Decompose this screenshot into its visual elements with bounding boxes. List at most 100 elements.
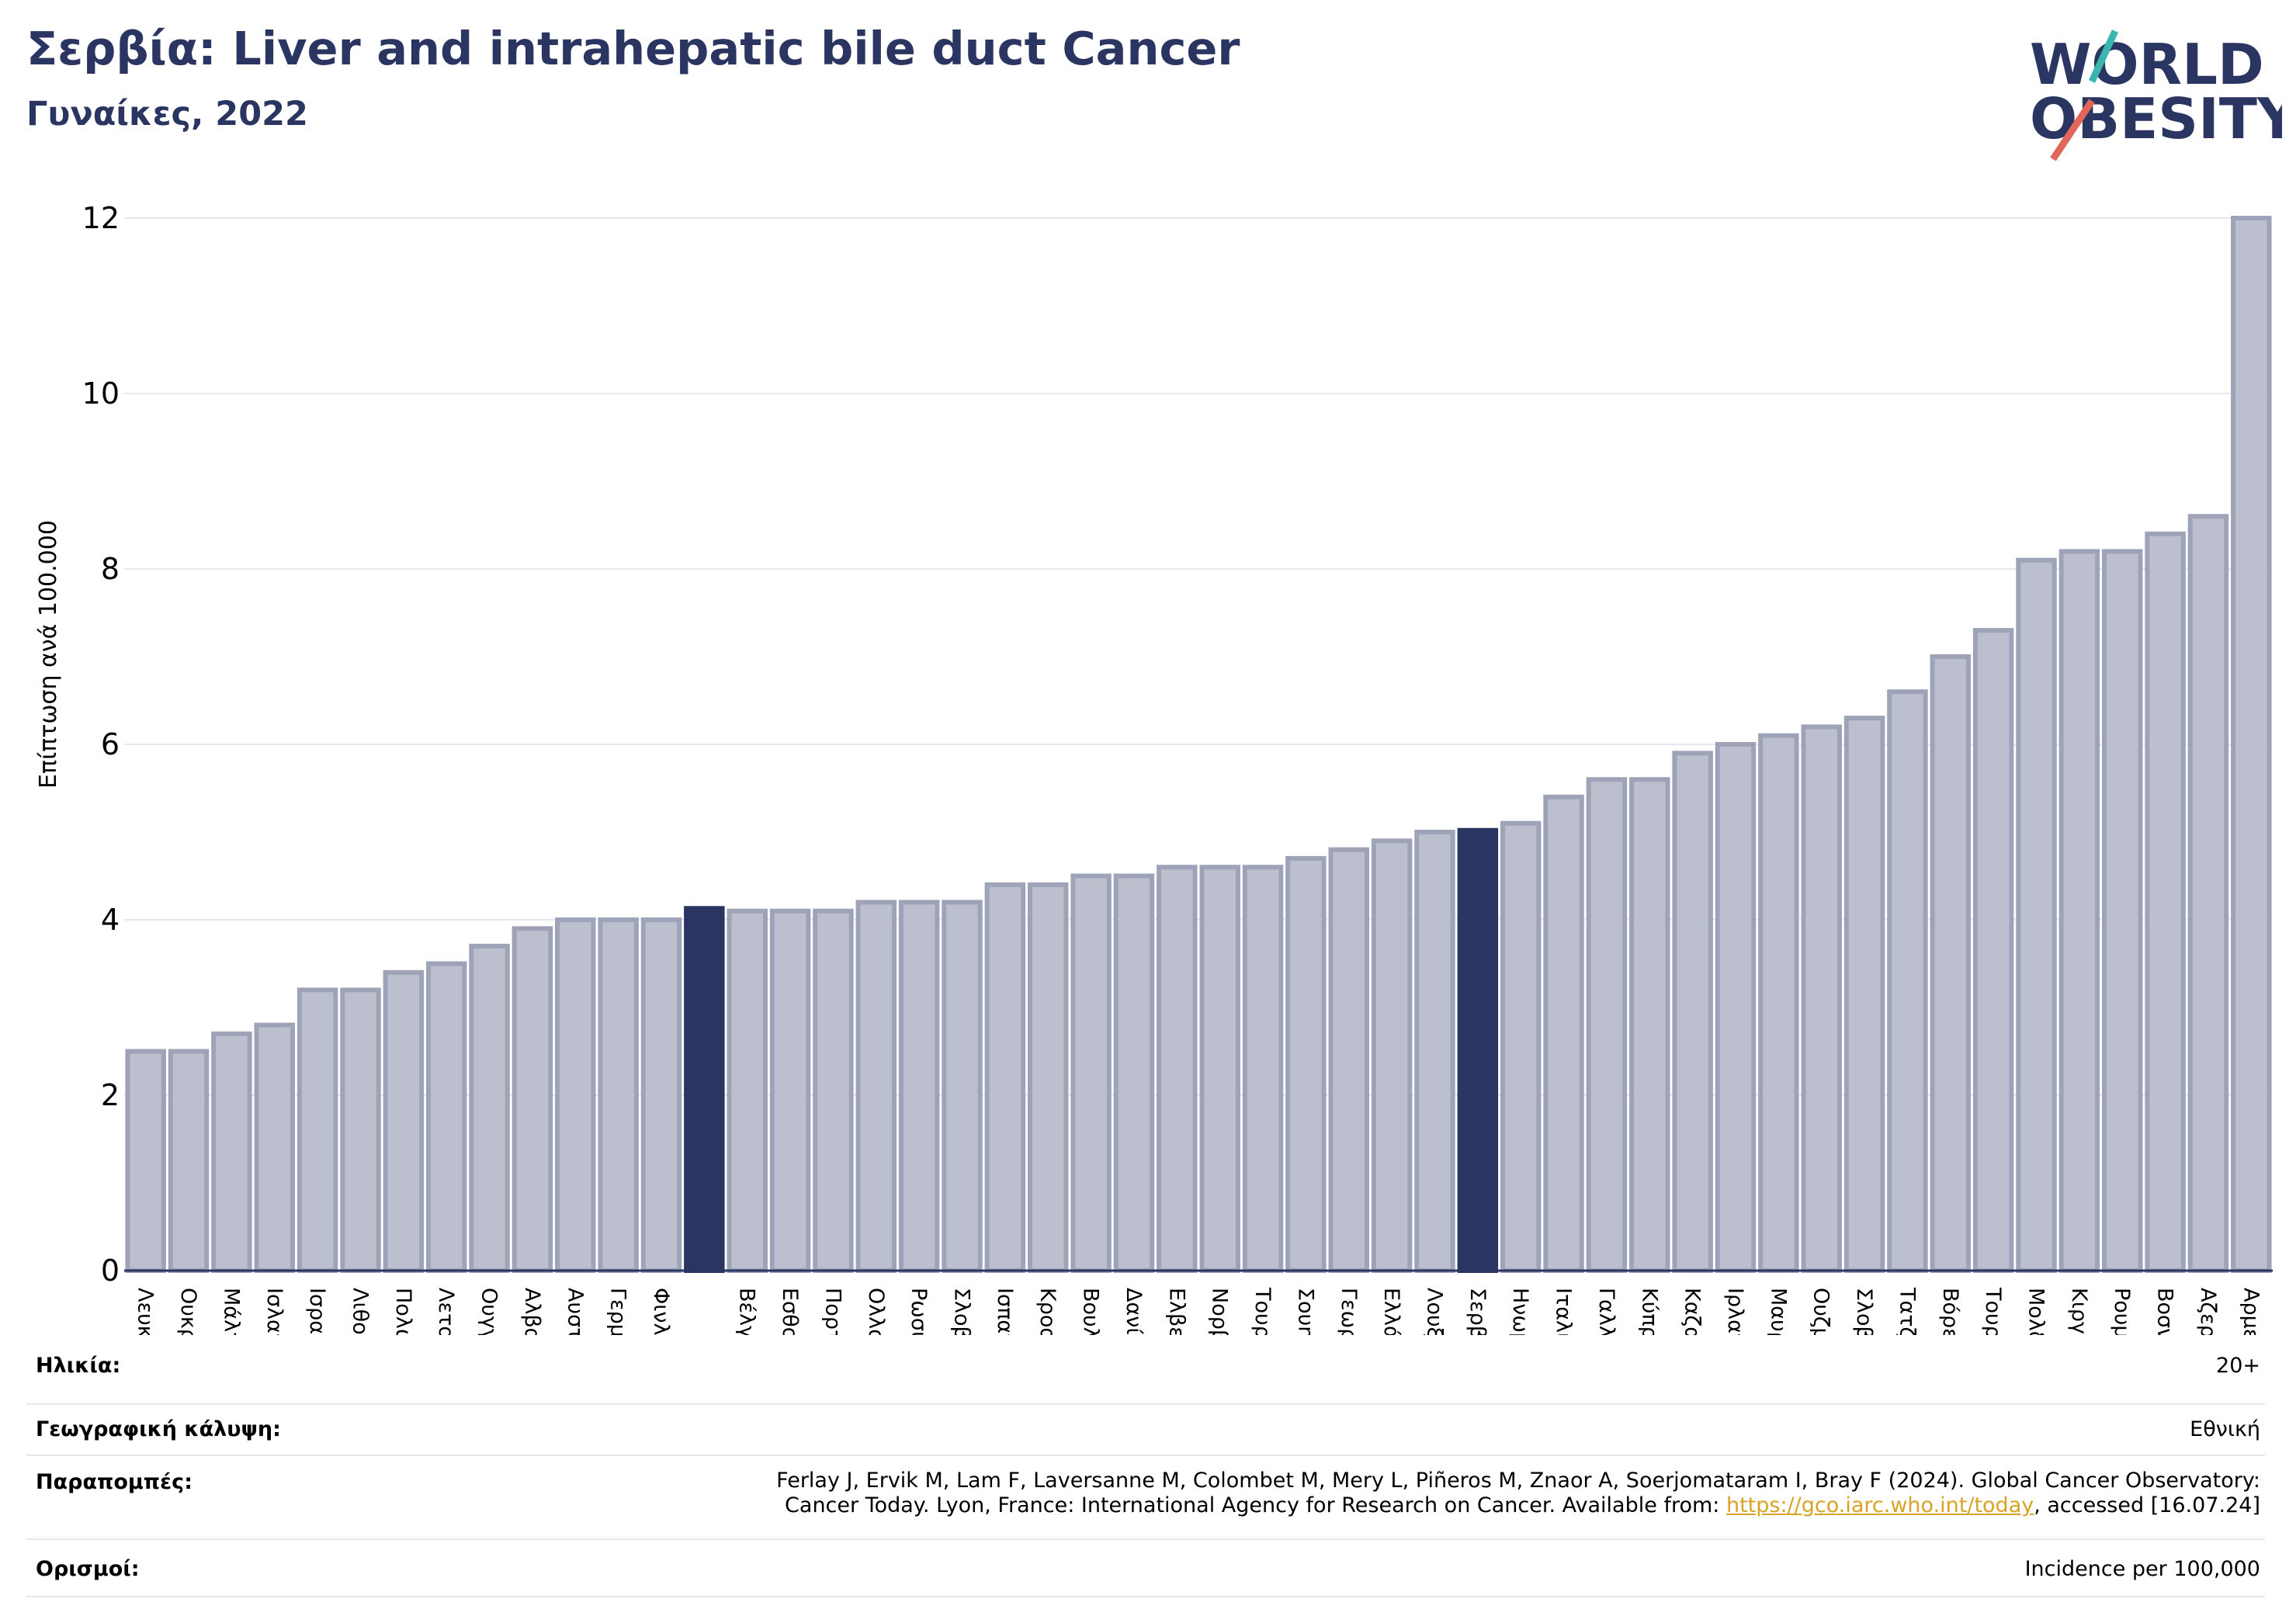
chart-title: Σερβία: Liver and intrahepatic bile duct… (26, 22, 1240, 75)
bar (942, 900, 983, 1274)
footer-label-coverage: Γεωγραφική κάλυψη: (36, 1417, 281, 1441)
bar (1801, 724, 1842, 1273)
bar (1242, 865, 1284, 1273)
bar (125, 1049, 166, 1273)
bar (1715, 742, 1757, 1273)
x-tick-label: Ελλάδα (1379, 1288, 1403, 1335)
footer-label-references: Παραπομπές: (36, 1470, 192, 1494)
bar (984, 882, 1026, 1274)
bar (1500, 820, 1542, 1273)
x-tick-label: Ηνωμένο Βασίλειο (1508, 1288, 1532, 1335)
bar (1027, 882, 1069, 1274)
x-tick-label: Σλοβενία (1852, 1288, 1876, 1335)
y-tick-label: 0 (101, 1254, 120, 1288)
x-tick-label: Λουξεμβούργο (1422, 1288, 1446, 1335)
x-tick-label: Ρουμανία (2110, 1288, 2134, 1335)
x-tick-label: Πορτογαλία (820, 1288, 845, 1335)
bar (555, 917, 596, 1273)
bar (1930, 654, 1972, 1273)
x-tick-label: Λιθουανία (348, 1288, 372, 1335)
y-tick-label: 6 (101, 727, 120, 761)
x-tick-label: Ισραήλ (305, 1288, 329, 1335)
footer-value-references-line2: Cancer Today. Lyon, France: Internationa… (785, 1493, 2260, 1517)
x-tick-label: Ουκρανία (176, 1288, 200, 1335)
world-obesity-logo: WORLD OBESITY (2030, 29, 2282, 161)
bar (1887, 689, 1928, 1273)
x-tick-label: Τουρκία (1250, 1287, 1275, 1335)
x-tick-label: Ισλανδία (262, 1288, 286, 1335)
bar (383, 969, 425, 1274)
bar (898, 900, 940, 1274)
x-tick-label: Σουηδία (1293, 1288, 1317, 1335)
bar-highlight (1457, 827, 1499, 1273)
footer-row-coverage: Γεωγραφική κάλυψη: Εθνική (26, 1405, 2265, 1456)
x-tick-label: Βοσνία και Ερζεγοβίνη (2153, 1288, 2177, 1335)
bar (813, 908, 854, 1273)
bar (340, 987, 381, 1274)
footer-table: Ηλικία: 20+ Γεωγραφική κάλυψη: Εθνική Πα… (26, 1335, 2265, 1597)
footer-label-definitions: Ορισμοί: (36, 1557, 140, 1581)
bar (2016, 557, 2057, 1273)
bar (855, 900, 897, 1274)
x-tick-label: Μολδαβία (2024, 1288, 2048, 1335)
x-tick-label: Ελβετία (1164, 1288, 1188, 1335)
footer-value-references-line1: Ferlay J, Ervik M, Lam F, Laversanne M, … (776, 1469, 2260, 1493)
bar (1972, 628, 2014, 1273)
bar (1672, 751, 1713, 1273)
x-tick-label: Ιταλία (1552, 1288, 1576, 1335)
bar (1414, 830, 1455, 1273)
bar (1586, 777, 1628, 1273)
bar (1070, 873, 1112, 1273)
footer-value-coverage: Εθνική (2190, 1417, 2260, 1441)
bar (598, 917, 639, 1273)
x-tick-label: Βόρεια Μακεδονία (1938, 1288, 1962, 1335)
chart-subtitle: Γυναίκες, 2022 (26, 95, 308, 134)
x-tick-label: Λευκορωσία (134, 1288, 158, 1335)
x-tick-label: Αυστρία (563, 1288, 587, 1335)
bar (1285, 855, 1327, 1273)
x-tick-label: Τατζικιστάν (1895, 1287, 1919, 1335)
x-tick-label: Φινλανδία (649, 1288, 673, 1335)
bar (425, 961, 467, 1273)
bar (1843, 716, 1885, 1273)
logo-accent-red (2050, 99, 2095, 161)
x-tick-label: Κύπρος (1637, 1288, 1661, 1335)
bar (640, 917, 682, 1273)
footer-value-age: 20+ (2216, 1354, 2260, 1378)
x-tick-label: Πολωνία (391, 1288, 415, 1335)
x-axis-ticks: Λευκορωσία Ουκρανία Μάλτα Ισλανδία Ισραήλ Λιθ… (134, 1287, 2263, 1335)
bar (727, 908, 768, 1273)
x-tick-label: Κροατία (1035, 1288, 1060, 1335)
footer-row-definitions: Ορισμοί: Incidence per 100,000 (26, 1540, 2265, 1597)
logo-line2: OBESITY (2030, 86, 2282, 151)
x-tick-label: Εσθονία (778, 1288, 802, 1335)
bar (1629, 777, 1670, 1273)
x-tick-label: Κιργιστάν (2067, 1288, 2091, 1335)
x-tick-label: Γαλλία (1594, 1288, 1618, 1335)
x-tick-label: Ιρλανδία (1723, 1288, 1747, 1335)
references-link[interactable]: https://gco.iarc.who.int/today (1725, 1493, 2034, 1517)
bar (1543, 794, 1584, 1274)
x-tick-label: Σερβία (1465, 1288, 1490, 1335)
y-axis-label: Επίπτωση ανά 100.000 (35, 520, 62, 789)
x-tick-label: Βέλγιο (735, 1288, 759, 1335)
bar-chart: 0 2 4 6 8 10 12 Επίπτωση ανά 100.000 Λευκορωσί… (35, 201, 2273, 1335)
x-tick-label: Ουγγαρία (477, 1288, 501, 1335)
x-tick-label: Τουρκμενιστάν (1981, 1287, 2005, 1335)
bar (2101, 549, 2143, 1273)
bar (512, 926, 553, 1274)
logo-accent-teal (2088, 29, 2119, 83)
bar (1328, 847, 1370, 1273)
x-tick-label: Αλβανία (520, 1288, 544, 1335)
x-tick-label: Αρμενία (2239, 1288, 2263, 1335)
x-tick-label: Καζακστάν (1680, 1288, 1705, 1335)
bar (469, 943, 510, 1274)
logo-line1: WORLD (2030, 32, 2264, 97)
bar (254, 1022, 296, 1273)
footer-value-definitions: Incidence per 100,000 (2024, 1557, 2260, 1581)
x-tick-label: Μαυροβούνιο (1766, 1288, 1790, 1335)
x-tick-label: Ισπανία (993, 1288, 1017, 1335)
bar (1371, 838, 1413, 1274)
y-tick-label: 12 (82, 201, 120, 235)
x-tick-label: Λετονία (434, 1288, 458, 1335)
